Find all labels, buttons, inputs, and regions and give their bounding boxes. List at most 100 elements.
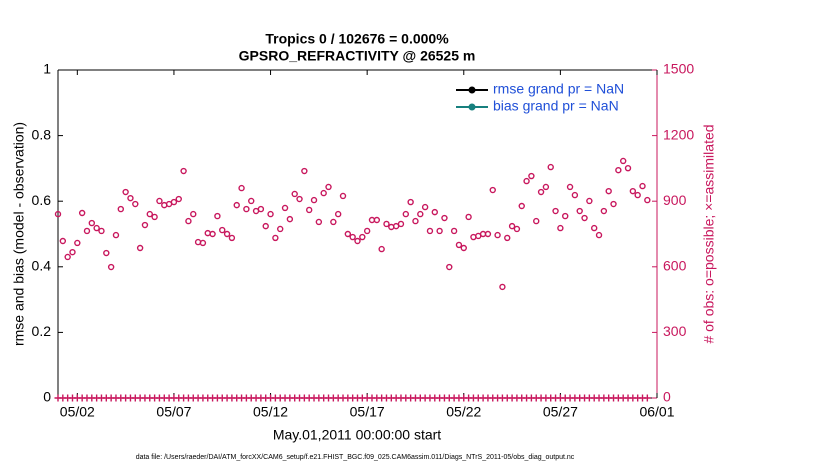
x-tick-label: 05/27 bbox=[543, 404, 578, 420]
legend-marker bbox=[468, 86, 476, 94]
possible-marker bbox=[489, 186, 496, 194]
possible-marker bbox=[402, 210, 410, 218]
possible-marker bbox=[407, 198, 414, 206]
possible-marker bbox=[330, 218, 337, 226]
possible-marker bbox=[426, 227, 434, 235]
possible-marker bbox=[156, 197, 163, 205]
possible-marker bbox=[518, 202, 525, 210]
y2-tick-label: 300 bbox=[663, 323, 687, 339]
y-tick-label: 0 bbox=[43, 389, 51, 405]
possible-marker bbox=[436, 227, 443, 235]
possible-marker bbox=[190, 210, 197, 218]
possible-marker bbox=[301, 167, 308, 175]
possible-marker bbox=[421, 203, 429, 211]
possible-marker bbox=[581, 214, 588, 222]
possible-marker bbox=[127, 194, 134, 202]
possible-marker bbox=[557, 224, 564, 232]
possible-marker bbox=[412, 217, 419, 225]
possible-marker bbox=[320, 189, 327, 197]
chart-title: Tropics 0 / 102676 = 0.000% bbox=[265, 31, 449, 47]
possible-marker bbox=[59, 237, 67, 245]
possible-marker bbox=[465, 213, 472, 221]
possible-marker bbox=[243, 205, 250, 213]
possible-marker bbox=[363, 227, 371, 235]
possible-marker bbox=[615, 166, 622, 174]
possible-marker bbox=[354, 237, 361, 245]
possible-marker bbox=[170, 198, 178, 206]
possible-marker bbox=[441, 214, 448, 222]
possible-marker bbox=[460, 244, 467, 252]
possible-marker bbox=[180, 167, 187, 175]
possible-marker bbox=[504, 234, 511, 242]
y-tick-label: 0.2 bbox=[32, 323, 52, 339]
possible-marker bbox=[455, 241, 463, 249]
legend-marker bbox=[468, 103, 476, 111]
possible-marker bbox=[344, 230, 352, 238]
possible-marker bbox=[450, 227, 458, 235]
possible-marker bbox=[644, 196, 651, 204]
possible-marker bbox=[223, 230, 231, 238]
possible-marker bbox=[383, 220, 390, 228]
possible-marker bbox=[349, 233, 356, 241]
possible-marker bbox=[199, 239, 207, 247]
possible-marker bbox=[591, 224, 598, 232]
possible-marker bbox=[286, 215, 294, 223]
possible-marker bbox=[233, 201, 240, 209]
possible-marker bbox=[513, 225, 521, 233]
possible-marker bbox=[214, 212, 221, 220]
x-tick-label: 06/01 bbox=[639, 404, 674, 420]
x-tick-label: 05/02 bbox=[60, 404, 95, 420]
possible-marker bbox=[373, 216, 381, 224]
assimilated-marker bbox=[643, 394, 651, 402]
possible-marker bbox=[175, 195, 182, 203]
possible-marker bbox=[494, 231, 501, 239]
y2-tick-label: 1500 bbox=[663, 61, 694, 77]
possible-marker bbox=[122, 188, 129, 196]
x-tick-label: 05/07 bbox=[156, 404, 191, 420]
possible-marker bbox=[586, 197, 593, 205]
x-tick-label: 05/17 bbox=[350, 404, 385, 420]
y2-axis-label: # of obs: o=possible; ×=assimilated bbox=[701, 124, 717, 343]
possible-marker bbox=[552, 207, 559, 215]
possible-marker bbox=[499, 283, 506, 291]
possible-marker bbox=[219, 226, 226, 234]
possible-marker bbox=[185, 217, 192, 225]
possible-marker bbox=[339, 192, 347, 200]
possible-marker bbox=[151, 213, 158, 221]
possible-marker bbox=[83, 227, 91, 235]
possible-marker bbox=[64, 253, 71, 261]
possible-marker bbox=[248, 197, 255, 205]
possible-marker bbox=[272, 234, 279, 242]
possible-marker bbox=[484, 230, 492, 238]
possible-marker bbox=[334, 210, 342, 218]
y-tick-label: 0.8 bbox=[32, 126, 52, 142]
legend-label: bias grand pr = NaN bbox=[493, 98, 619, 114]
possible-marker bbox=[257, 205, 265, 213]
possible-marker bbox=[610, 200, 617, 208]
possible-marker bbox=[69, 248, 76, 256]
possible-marker bbox=[523, 177, 530, 185]
possible-marker bbox=[291, 190, 298, 198]
possible-marker bbox=[537, 188, 545, 196]
footer: data file: /Users/raeder/DAI/ATM_forcXX/… bbox=[136, 454, 575, 461]
chart-subtitle: GPSRO_REFRACTIVITY @ 26525 m bbox=[239, 48, 476, 64]
x-tick-label: 05/22 bbox=[446, 404, 481, 420]
y2-tick-label: 600 bbox=[663, 258, 687, 274]
possible-marker bbox=[397, 220, 405, 228]
possible-marker bbox=[359, 233, 366, 241]
possible-marker bbox=[78, 209, 86, 217]
possible-marker bbox=[619, 157, 627, 165]
y-tick-label: 0.4 bbox=[32, 258, 52, 274]
possible-marker bbox=[54, 210, 62, 218]
possible-marker bbox=[624, 164, 632, 172]
possible-marker bbox=[605, 187, 612, 195]
possible-marker bbox=[431, 208, 438, 216]
legend-label: rmse grand pr = NaN bbox=[493, 81, 624, 97]
possible-marker bbox=[296, 195, 303, 203]
possible-marker bbox=[262, 222, 269, 230]
plot-area bbox=[58, 70, 657, 398]
possible-marker bbox=[107, 263, 115, 271]
possible-marker bbox=[228, 234, 236, 242]
possible-marker bbox=[132, 200, 139, 208]
y2-tick-label: 900 bbox=[663, 192, 687, 208]
